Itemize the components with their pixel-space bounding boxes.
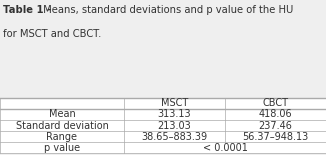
Text: Table 1 -: Table 1 - bbox=[3, 5, 52, 15]
Text: MSCT: MSCT bbox=[161, 98, 188, 108]
Text: 56.37–948.13: 56.37–948.13 bbox=[242, 132, 309, 142]
Text: Range: Range bbox=[46, 132, 78, 142]
Text: 237.46: 237.46 bbox=[259, 121, 292, 131]
Text: 313.13: 313.13 bbox=[157, 109, 191, 119]
Text: p value: p value bbox=[44, 143, 80, 153]
Bar bbox=[0, 98, 326, 153]
Text: 213.03: 213.03 bbox=[157, 121, 191, 131]
Text: 38.65–883.39: 38.65–883.39 bbox=[141, 132, 207, 142]
Text: Mean: Mean bbox=[49, 109, 75, 119]
Text: for MSCT and CBCT.: for MSCT and CBCT. bbox=[3, 29, 102, 40]
Text: Standard deviation: Standard deviation bbox=[16, 121, 108, 131]
Text: 418.06: 418.06 bbox=[259, 109, 292, 119]
Text: Means, standard deviations and p value of the HU: Means, standard deviations and p value o… bbox=[40, 5, 293, 15]
Text: < 0.0001: < 0.0001 bbox=[202, 143, 247, 153]
Text: CBCT: CBCT bbox=[262, 98, 289, 108]
